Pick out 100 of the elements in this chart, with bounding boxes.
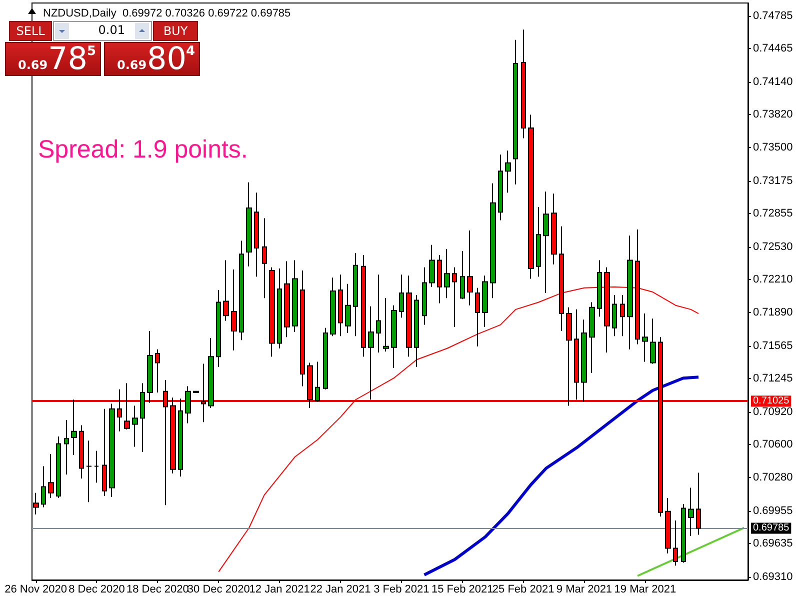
- candlestick: [482, 275, 488, 328]
- candlestick: [94, 450, 99, 484]
- candlestick: [391, 304, 397, 368]
- candlestick: [155, 348, 160, 393]
- annotation: 78: [48, 41, 88, 77]
- line-series: [422, 376, 700, 576]
- candlestick: [383, 298, 389, 352]
- x-tick-label: 12 Jan 2021: [249, 584, 310, 596]
- candlestick: [41, 466, 46, 508]
- y-tick-label: 0.70600: [753, 438, 793, 451]
- x-tick-label: 9 Mar 2021: [556, 584, 612, 596]
- annotation: 80: [147, 41, 186, 77]
- y-tick-label: 0.72530: [753, 240, 793, 253]
- ref-line-label: 0.71025: [753, 396, 790, 407]
- candlestick: [597, 260, 602, 318]
- candlestick: [551, 193, 557, 265]
- candlestick: [650, 318, 656, 364]
- candlestick: [102, 408, 107, 496]
- candlestick: [345, 283, 351, 334]
- candlestick: [543, 191, 549, 294]
- y-tick-label: 0.72855: [753, 208, 793, 220]
- x-tick-label: 22 Jan 2021: [310, 584, 371, 596]
- candlestick: [414, 294, 419, 368]
- candlestick: [216, 289, 221, 368]
- candlestick: [147, 330, 153, 404]
- candlestick: [353, 252, 358, 337]
- candlestick: [429, 244, 435, 288]
- y-tick-label: 0.73500: [753, 142, 793, 154]
- candlestick: [79, 424, 84, 480]
- candlestick: [300, 270, 305, 387]
- candlestick: [620, 294, 625, 337]
- candlestick: [376, 274, 381, 353]
- candlestick: [642, 313, 648, 362]
- candlestick: [223, 260, 229, 322]
- annotation: 5: [87, 44, 96, 59]
- candlestick: [315, 361, 320, 402]
- candlestick: [277, 268, 282, 349]
- y-tick-label: 0.70920: [753, 406, 793, 418]
- candlestick: [696, 472, 701, 536]
- candlestick: [498, 154, 503, 221]
- y-tick-label: 0.71890: [753, 306, 793, 319]
- candlestick: [140, 382, 145, 452]
- candlestick: [208, 338, 214, 408]
- candlestick: [460, 250, 465, 300]
- annotation: 0.69: [117, 58, 147, 72]
- candlestick: [589, 302, 595, 374]
- candlestick: [284, 260, 290, 338]
- candlestick: [246, 182, 252, 267]
- candlestick: [338, 274, 343, 337]
- y-tick-label: 0.69635: [753, 538, 793, 550]
- y-tick-label: 0.72210: [753, 274, 793, 286]
- candlestick: [254, 192, 259, 278]
- candlestick: [262, 218, 267, 299]
- candlestick: [323, 327, 328, 390]
- candlestick: [665, 498, 671, 554]
- y-tick-label: 0.74785: [753, 10, 793, 22]
- candlestick: [452, 266, 457, 328]
- sell-button: SELL: [9, 21, 52, 41]
- y-tick-label: 0.74140: [753, 76, 793, 88]
- candlestick: [56, 436, 61, 499]
- y-tick-label: 0.71245: [753, 372, 793, 385]
- candlestick: [86, 440, 92, 503]
- candlestick: [178, 398, 183, 477]
- x-tick-label: 25 Feb 2021: [492, 584, 554, 596]
- candlestick: [71, 399, 77, 456]
- candlestick: [422, 266, 427, 326]
- y-tick-label: 0.69955: [753, 504, 793, 517]
- annotation: 0.69: [18, 58, 48, 72]
- candlestick: [406, 275, 412, 358]
- candlestick: [132, 405, 138, 448]
- annotation: 4: [186, 44, 196, 59]
- candlestick: [48, 453, 54, 499]
- x-tick-label: 15 Feb 2021: [431, 584, 494, 596]
- candlestick: [399, 274, 404, 318]
- candlestick: [612, 294, 617, 337]
- buy-button: BUY: [153, 21, 198, 41]
- candlestick: [528, 114, 534, 280]
- chart-title: NZDUSD,Daily 0.69972 0.70326 0.69722 0.69785: [43, 8, 291, 20]
- candlestick: [467, 230, 473, 306]
- candlestick: [292, 260, 298, 332]
- y-tick-label: 0.71565: [753, 340, 793, 352]
- candlestick: [330, 277, 336, 337]
- y-tick-label: 0.74465: [753, 42, 793, 55]
- candlestick: [627, 235, 633, 350]
- candlestick: [688, 487, 694, 536]
- candlestick: [368, 306, 374, 400]
- x-tick-label: 8 Dec 2020: [68, 584, 125, 596]
- candlestick: [269, 266, 275, 358]
- candlestick: [109, 403, 115, 498]
- y-tick-label: 0.73820: [753, 108, 793, 121]
- candlestick: [437, 254, 442, 304]
- x-tick-label: 30 Dec 2020: [187, 584, 250, 596]
- candlestick: [505, 150, 511, 194]
- candlestick: [673, 520, 678, 566]
- candlestick: [536, 206, 541, 278]
- x-tick-label: 18 Dec 2020: [126, 584, 189, 596]
- candlestick: [239, 240, 244, 341]
- ref-line-label: 0.69785: [753, 522, 790, 534]
- x-tick-label: 19 Mar 2021: [614, 584, 676, 596]
- x-tick-label: 3 Feb 2021: [374, 584, 430, 596]
